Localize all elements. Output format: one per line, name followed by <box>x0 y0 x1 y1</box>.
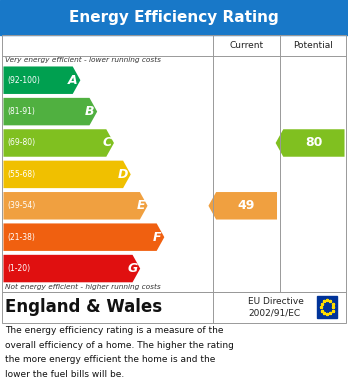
Text: C: C <box>102 136 111 149</box>
Text: 49: 49 <box>238 199 255 212</box>
Text: (92-100): (92-100) <box>8 76 40 85</box>
Polygon shape <box>208 192 277 219</box>
Text: E: E <box>136 199 145 212</box>
Text: (55-68): (55-68) <box>8 170 36 179</box>
Polygon shape <box>3 255 140 282</box>
Text: lower the fuel bills will be.: lower the fuel bills will be. <box>5 370 125 379</box>
Polygon shape <box>3 192 148 219</box>
Polygon shape <box>3 129 114 157</box>
Bar <box>2 35 346 292</box>
Polygon shape <box>3 98 97 126</box>
Text: D: D <box>118 168 128 181</box>
Text: Not energy efficient - higher running costs: Not energy efficient - higher running co… <box>5 284 161 290</box>
Text: G: G <box>127 262 137 275</box>
Text: (39-54): (39-54) <box>8 201 36 210</box>
Polygon shape <box>276 129 345 157</box>
Polygon shape <box>3 161 131 188</box>
Text: Current: Current <box>230 41 264 50</box>
Polygon shape <box>3 66 80 94</box>
Text: The energy efficiency rating is a measure of the: The energy efficiency rating is a measur… <box>5 326 224 335</box>
Text: (1-20): (1-20) <box>8 264 31 273</box>
Text: Very energy efficient - lower running costs: Very energy efficient - lower running co… <box>5 57 161 63</box>
Text: Energy Efficiency Rating: Energy Efficiency Rating <box>69 10 279 25</box>
Text: A: A <box>68 74 78 87</box>
Text: (81-91): (81-91) <box>8 107 35 116</box>
Bar <box>2 292 346 323</box>
Text: B: B <box>85 105 94 118</box>
Text: England & Wales: England & Wales <box>5 298 163 316</box>
Text: 80: 80 <box>305 136 323 149</box>
Text: EU Directive
2002/91/EC: EU Directive 2002/91/EC <box>248 297 304 318</box>
Bar <box>0 0 348 35</box>
Text: overall efficiency of a home. The higher the rating: overall efficiency of a home. The higher… <box>5 341 234 350</box>
Text: (69-80): (69-80) <box>8 138 36 147</box>
Bar <box>317 296 337 318</box>
Text: (21-38): (21-38) <box>8 233 35 242</box>
Text: F: F <box>153 231 161 244</box>
Text: Potential: Potential <box>293 41 333 50</box>
Polygon shape <box>3 223 164 251</box>
Text: the more energy efficient the home is and the: the more energy efficient the home is an… <box>5 355 216 364</box>
